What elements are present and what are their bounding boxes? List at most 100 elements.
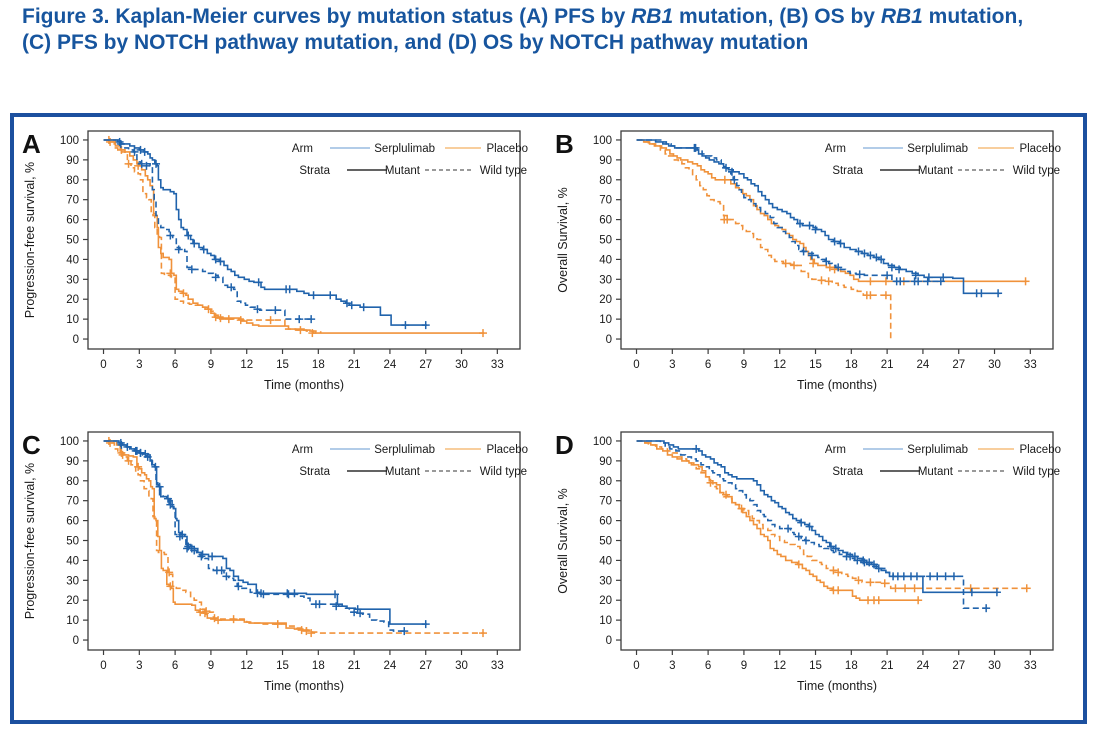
svg-text:0: 0 — [605, 334, 611, 346]
svg-text:9: 9 — [740, 359, 746, 371]
svg-text:Serplulimab: Serplulimab — [374, 143, 435, 155]
svg-text:70: 70 — [66, 495, 79, 507]
svg-text:6: 6 — [704, 359, 710, 371]
svg-text:27: 27 — [419, 660, 432, 672]
svg-text:10: 10 — [599, 615, 612, 627]
svg-text:0: 0 — [633, 359, 639, 371]
svg-text:90: 90 — [66, 155, 79, 167]
svg-text:12: 12 — [240, 359, 253, 371]
svg-text:40: 40 — [66, 254, 79, 266]
svg-text:80: 80 — [66, 475, 79, 487]
svg-text:24: 24 — [384, 660, 397, 672]
svg-text:Wild type: Wild type — [1012, 165, 1059, 177]
svg-text:27: 27 — [952, 359, 965, 371]
svg-text:Time (months): Time (months) — [264, 679, 344, 693]
panel-c: C 0 10 20 30 40 50 60 70 80 90 100 0 3 6 9 12 15 18 21 24 27 3… — [18, 420, 551, 721]
svg-text:A: A — [22, 129, 41, 159]
svg-text:100: 100 — [60, 135, 79, 147]
svg-text:12: 12 — [773, 359, 786, 371]
svg-text:Placebo: Placebo — [1019, 143, 1061, 155]
svg-text:Strata: Strata — [299, 466, 330, 478]
svg-text:Progression-free survival, %: Progression-free survival, % — [23, 462, 37, 618]
svg-text:60: 60 — [599, 515, 612, 527]
svg-text:Serplulimab: Serplulimab — [907, 444, 968, 456]
svg-text:30: 30 — [455, 660, 468, 672]
svg-text:Serplulimab: Serplulimab — [907, 143, 968, 155]
figure-title: Figure 3. Kaplan-Meier curves by mutatio… — [22, 5, 1024, 55]
svg-text:15: 15 — [809, 359, 822, 371]
svg-text:20: 20 — [599, 595, 612, 607]
svg-text:18: 18 — [844, 359, 857, 371]
svg-text:9: 9 — [208, 359, 214, 371]
svg-text:Strata: Strata — [299, 165, 330, 177]
svg-text:Arm: Arm — [292, 143, 313, 155]
svg-text:27: 27 — [952, 660, 965, 672]
svg-text:0: 0 — [73, 334, 79, 346]
svg-text:30: 30 — [599, 575, 612, 587]
svg-text:90: 90 — [66, 455, 79, 467]
svg-text:Arm: Arm — [292, 444, 313, 456]
svg-text:9: 9 — [208, 660, 214, 672]
panel-b: B 0 10 20 30 40 50 60 70 80 90 100 0 3 6 9 12 15 18 21 24 27 3… — [551, 119, 1084, 420]
svg-text:30: 30 — [66, 575, 79, 587]
svg-text:12: 12 — [773, 660, 786, 672]
svg-text:Placebo: Placebo — [1019, 444, 1061, 456]
svg-text:100: 100 — [60, 435, 79, 447]
svg-text:Arm: Arm — [824, 444, 845, 456]
svg-text:15: 15 — [809, 660, 822, 672]
svg-text:33: 33 — [1023, 660, 1036, 672]
svg-text:Strata: Strata — [832, 165, 863, 177]
svg-text:12: 12 — [240, 660, 253, 672]
svg-text:Time (months): Time (months) — [796, 679, 876, 693]
svg-text:10: 10 — [599, 314, 612, 326]
svg-text:Strata: Strata — [832, 466, 863, 478]
svg-text:24: 24 — [916, 359, 929, 371]
svg-text:20: 20 — [66, 294, 79, 306]
svg-text:33: 33 — [491, 359, 504, 371]
svg-text:90: 90 — [599, 455, 612, 467]
panel-d: D 0 10 20 30 40 50 60 70 80 90 100 0 3 6 9 12 15 18 21 24 27 3… — [551, 420, 1084, 721]
svg-text:Placebo: Placebo — [486, 444, 528, 456]
svg-text:Wild type: Wild type — [480, 466, 527, 478]
svg-text:9: 9 — [740, 660, 746, 672]
svg-text:0: 0 — [605, 635, 611, 647]
svg-text:3: 3 — [136, 359, 142, 371]
svg-text:18: 18 — [844, 660, 857, 672]
svg-text:15: 15 — [276, 660, 289, 672]
svg-text:20: 20 — [599, 294, 612, 306]
svg-text:100: 100 — [592, 135, 611, 147]
svg-text:50: 50 — [66, 235, 79, 247]
svg-text:50: 50 — [599, 235, 612, 247]
svg-text:Progression-free survival, %: Progression-free survival, % — [23, 162, 37, 318]
svg-text:30: 30 — [988, 660, 1001, 672]
svg-text:100: 100 — [592, 435, 611, 447]
svg-text:21: 21 — [348, 359, 361, 371]
svg-text:30: 30 — [66, 274, 79, 286]
svg-text:0: 0 — [100, 660, 106, 672]
svg-text:33: 33 — [491, 660, 504, 672]
svg-text:70: 70 — [599, 495, 612, 507]
svg-text:Mutant: Mutant — [917, 165, 953, 177]
svg-text:Placebo: Placebo — [486, 143, 528, 155]
svg-text:6: 6 — [704, 660, 710, 672]
svg-text:Wild type: Wild type — [480, 165, 527, 177]
svg-text:Overall Survival, %: Overall Survival, % — [556, 187, 570, 293]
svg-text:18: 18 — [312, 660, 325, 672]
panel-a: A 0 10 20 30 40 50 60 70 80 90 100 0 3 6 9 12 15 18 21 24 27 3… — [18, 119, 551, 420]
svg-text:D: D — [555, 430, 574, 460]
svg-text:C: C — [22, 430, 41, 460]
svg-text:Mutant: Mutant — [385, 165, 421, 177]
svg-text:70: 70 — [66, 195, 79, 207]
svg-text:0: 0 — [633, 660, 639, 672]
svg-text:30: 30 — [599, 274, 612, 286]
svg-text:3: 3 — [136, 660, 142, 672]
svg-text:80: 80 — [599, 475, 612, 487]
km-chart-pfs-rb1: A 0 10 20 30 40 50 60 70 80 90 100 0 3 6 9 12 15 18 21 24 27 3… — [22, 129, 528, 392]
km-chart-os-rb1: B 0 10 20 30 40 50 60 70 80 90 100 0 3 6 9 12 15 18 21 24 27 3… — [555, 129, 1061, 392]
svg-text:40: 40 — [599, 254, 612, 266]
svg-text:60: 60 — [599, 215, 612, 227]
svg-text:27: 27 — [419, 359, 432, 371]
svg-text:80: 80 — [66, 175, 79, 187]
svg-text:24: 24 — [384, 359, 397, 371]
